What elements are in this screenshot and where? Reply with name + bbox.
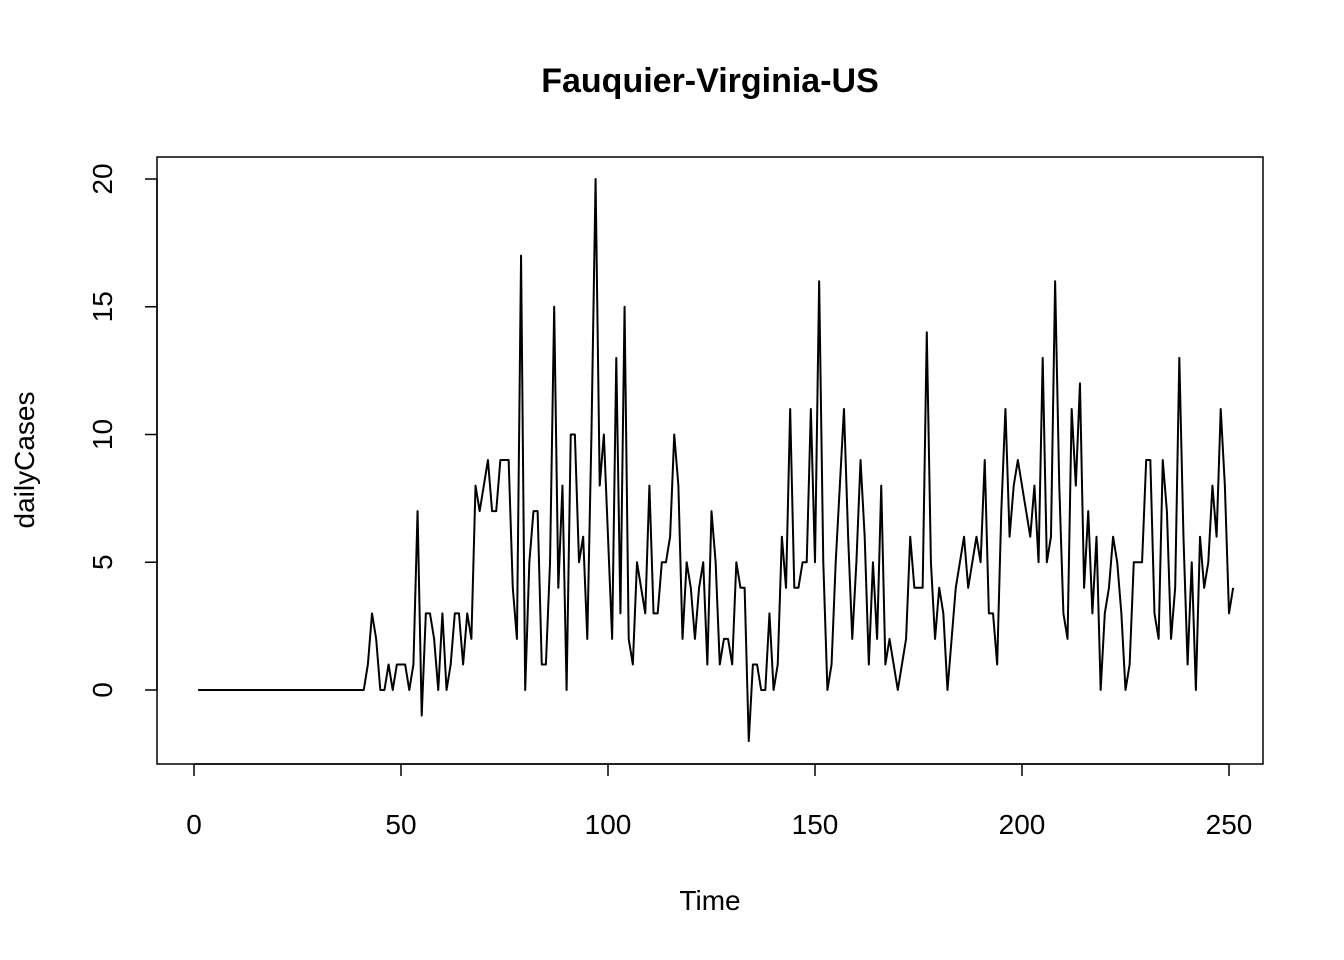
y-tick-label: 0	[87, 682, 118, 698]
x-tick-label: 250	[1206, 809, 1253, 840]
y-axis-label: dailyCases	[9, 392, 40, 529]
chart-title: Fauquier-Virginia-US	[541, 62, 879, 100]
x-tick-label: 200	[999, 809, 1046, 840]
x-tick-label: 150	[792, 809, 839, 840]
y-axis: 0 5 10 15 20	[87, 163, 158, 698]
y-tick-label: 10	[87, 419, 118, 450]
series-line	[198, 178, 1235, 743]
x-axis-label: Time	[679, 885, 740, 916]
y-tick-label: 20	[87, 163, 118, 194]
y-tick-label: 5	[87, 554, 118, 570]
y-tick-label: 15	[87, 291, 118, 322]
x-tick-label: 0	[186, 809, 202, 840]
x-tick-label: 100	[585, 809, 632, 840]
series-layer	[198, 178, 1235, 743]
plot-frame	[156, 156, 1264, 765]
x-axis: 0 50 100 150 200 250	[186, 763, 1253, 840]
x-tick-label: 50	[385, 809, 416, 840]
